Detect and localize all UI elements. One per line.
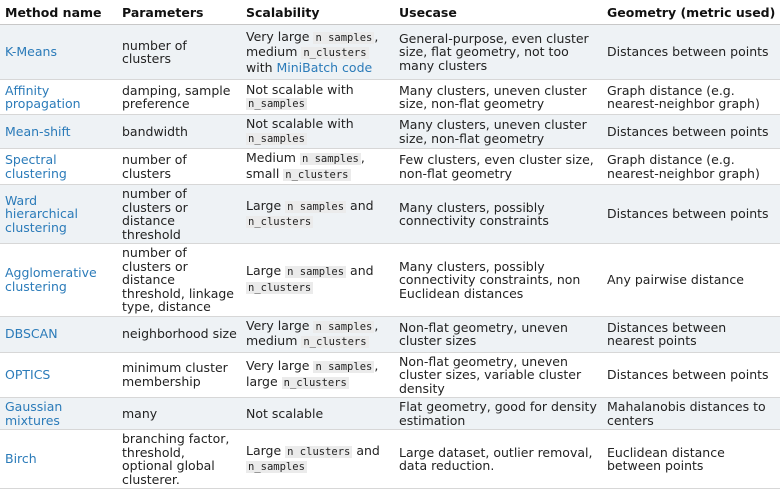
- table-row: OPTICS minimum cluster membership Very lar…: [0, 352, 780, 398]
- minibatch-link[interactable]: MiniBatch code: [276, 59, 373, 75]
- table-row: Ward hierarchical clustering number of cl…: [0, 184, 780, 244]
- scalability-cell: Not scalable with n_samples: [241, 114, 394, 149]
- parameters-cell: minimum cluster membership: [117, 352, 241, 398]
- geometry-cell: Distances between points: [602, 24, 780, 80]
- parameters-cell: branching factor, threshold, optional gl…: [117, 429, 241, 489]
- scalability-text: Not scalable with: [246, 116, 354, 131]
- code-snippet: n samples: [313, 361, 375, 374]
- scalability-text: Very large: [246, 317, 314, 333]
- header-row: Method name Parameters Scalability Useca…: [0, 0, 780, 25]
- code-snippet: n samples: [313, 31, 375, 44]
- scalability-cell: Large n samples and n_clusters: [241, 184, 394, 244]
- scalability-text: Not scalable with: [246, 81, 354, 97]
- table-row: K-Means number of clusters Very large n sa…: [0, 24, 780, 80]
- header-method-name: Method name: [0, 0, 117, 25]
- scalability-text: Large: [246, 197, 286, 213]
- method-name-link[interactable]: DBSCAN: [0, 316, 117, 353]
- code-snippet: n clusters: [285, 445, 353, 458]
- parameters-cell: number of clusters: [117, 148, 241, 185]
- code-snippet: n_clusters: [283, 168, 351, 181]
- geometry-cell: Euclidean distance between points: [602, 429, 780, 489]
- geometry-cell: Distances between nearest points: [602, 316, 780, 353]
- scalability-cell: Very large n samples, large n_clusters: [241, 352, 394, 398]
- scalability-cell: Not scalable with n_samples: [241, 79, 394, 115]
- code-snippet: n_samples: [246, 132, 307, 145]
- parameters-cell: number of clusters or distance threshold: [117, 184, 241, 244]
- usecase-cell: Many clusters, uneven cluster size, non-…: [394, 79, 602, 115]
- usecase-cell: General-purpose, even cluster size, flat…: [394, 24, 602, 80]
- parameters-cell: number of clusters: [117, 24, 241, 80]
- usecase-cell: Many clusters, possibly connectivity con…: [394, 184, 602, 244]
- method-name-link[interactable]: Affinity propagation: [0, 79, 117, 115]
- code-snippet: n_samples: [246, 461, 307, 473]
- scalability-text: and: [352, 442, 380, 458]
- scalability-text: Medium: [246, 150, 300, 165]
- method-name-link[interactable]: Spectral clustering: [0, 148, 117, 185]
- scalability-text: Not scalable: [246, 405, 324, 421]
- usecase-cell: Non-flat geometry, uneven cluster sizes: [394, 316, 602, 353]
- code-snippet: n_samples: [246, 98, 307, 110]
- parameters-cell: bandwidth: [117, 114, 241, 149]
- method-name-link[interactable]: Birch: [0, 429, 117, 489]
- geometry-cell: Distances between points: [602, 352, 780, 398]
- code-snippet: n_clusters: [246, 281, 314, 294]
- method-name-link[interactable]: K-Means: [0, 24, 117, 80]
- geometry-cell: Any pairwise distance: [602, 243, 780, 317]
- scalability-text: , large: [246, 358, 379, 389]
- code-snippet: n samples: [285, 266, 347, 279]
- table-row: Birch branching factor, threshold, option…: [0, 429, 780, 489]
- method-name-link[interactable]: OPTICS: [0, 352, 117, 398]
- scalability-text: , small: [246, 150, 365, 181]
- table-row: Agglomerative clustering number of cluste…: [0, 243, 780, 317]
- scalability-text: , medium: [246, 28, 379, 60]
- parameters-cell: number of clusters or distance threshold…: [117, 243, 241, 317]
- method-name-link[interactable]: Agglomerative clustering: [0, 243, 117, 317]
- code-snippet: n samples: [299, 153, 361, 165]
- usecase-cell: Non-flat geometry, uneven cluster sizes,…: [394, 352, 602, 398]
- code-snippet: n_clusters: [281, 376, 349, 389]
- usecase-cell: Many clusters, possibly connectivity con…: [394, 243, 602, 317]
- method-name-link[interactable]: Ward hierarchical clustering: [0, 184, 117, 244]
- code-snippet: n_clusters: [301, 47, 369, 60]
- scalability-text: , medium: [246, 317, 379, 348]
- scalability-text: and: [346, 197, 374, 213]
- geometry-cell: Distances between points: [602, 184, 780, 244]
- usecase-cell: Few clusters, even cluster size, non-fla…: [394, 148, 602, 185]
- parameters-cell: neighborhood size: [117, 316, 241, 353]
- code-snippet: n samples: [285, 200, 347, 213]
- header-usecase: Usecase: [394, 0, 602, 25]
- parameters-cell: damping, sample preference: [117, 79, 241, 115]
- scalability-cell: Medium n samples, small n_clusters: [241, 148, 394, 185]
- table-row: Spectral clustering number of clusters Med…: [0, 148, 780, 185]
- code-snippet: n_clusters: [246, 216, 314, 228]
- scalability-text: Large: [246, 263, 286, 279]
- scalability-cell: Large n samples and n_clusters: [241, 243, 394, 317]
- usecase-cell: Large dataset, outlier removal, data red…: [394, 429, 602, 489]
- header-scalability: Scalability: [241, 0, 394, 25]
- scalability-text: and: [346, 263, 374, 279]
- scalability-cell: Very large n samples, medium n_clusters …: [241, 24, 394, 80]
- header-geometry: Geometry (metric used): [602, 0, 780, 25]
- table-row: Affinity propagation damping, sample pref…: [0, 79, 780, 115]
- scalability-text: Very large: [246, 28, 314, 44]
- geometry-cell: Distances between points: [602, 114, 780, 149]
- code-snippet: n_clusters: [301, 336, 369, 348]
- header-parameters: Parameters: [117, 0, 241, 25]
- geometry-cell: Graph distance (e.g. nearest-neighbor gr…: [602, 79, 780, 115]
- geometry-cell: Graph distance (e.g. nearest-neighbor gr…: [602, 148, 780, 185]
- scalability-text: Very large: [246, 358, 314, 374]
- table-row: Mean-shift bandwidth Not scalable with n_s…: [0, 114, 780, 149]
- scalability-cell: Large n clusters and n_samples: [241, 429, 394, 489]
- scalability-cell: Very large n samples, medium n_clusters: [241, 316, 394, 353]
- table-row: DBSCAN neighborhood size Very large n samp…: [0, 316, 780, 353]
- usecase-cell: Many clusters, uneven cluster size, non-…: [394, 114, 602, 149]
- scalability-text: with: [246, 59, 277, 75]
- scalability-text: Large: [246, 442, 286, 458]
- method-name-link[interactable]: Mean-shift: [0, 114, 117, 149]
- code-snippet: n samples: [313, 320, 375, 333]
